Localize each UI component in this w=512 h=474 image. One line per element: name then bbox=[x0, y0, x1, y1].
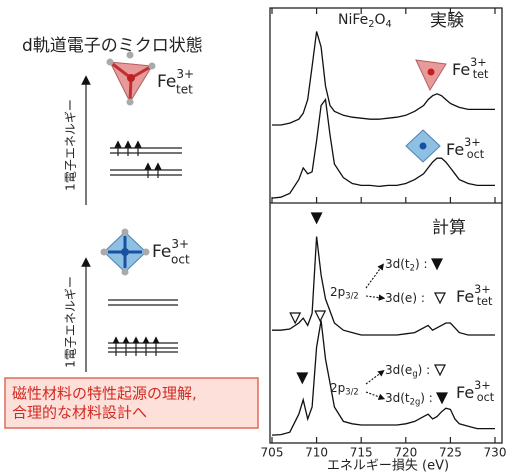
x-tick-label: 720 bbox=[394, 446, 417, 460]
transition-arrow bbox=[366, 392, 382, 398]
marker-filled bbox=[297, 373, 307, 383]
transition-label: 3d(t2) : bbox=[385, 257, 428, 273]
text-part: NiFe bbox=[338, 12, 368, 28]
text-part: 2g bbox=[410, 396, 421, 406]
text-part: tet bbox=[473, 68, 489, 81]
transition-label: 3d(eg) : bbox=[385, 363, 430, 379]
marker-open bbox=[315, 311, 325, 321]
text-part: ) : bbox=[415, 257, 428, 271]
series-label: Fe3+tet bbox=[456, 283, 493, 308]
transition-arrow bbox=[366, 296, 382, 298]
text-part: 2p bbox=[330, 285, 345, 299]
text-part: 3d(t bbox=[385, 391, 410, 405]
ion-sup: 3+ bbox=[171, 237, 189, 251]
text-part: 3/2 bbox=[345, 386, 358, 396]
energy-axis-label: 1電子エネルギー bbox=[64, 276, 78, 368]
oct-icon bbox=[101, 229, 150, 276]
panel-title: 実験 bbox=[430, 11, 464, 31]
x-tick-label: 730 bbox=[484, 446, 507, 460]
text-part: Fe bbox=[456, 383, 474, 402]
transition-label: 3d(t2g) : bbox=[385, 391, 433, 407]
marker-filled bbox=[312, 213, 322, 223]
text-part: 3d(e) : bbox=[385, 291, 425, 305]
ion-base: Fe bbox=[152, 242, 171, 262]
text-part: ) : bbox=[418, 363, 431, 377]
marker-filled bbox=[432, 259, 442, 269]
x-tick-label: 725 bbox=[439, 446, 462, 460]
text-part: oct bbox=[477, 391, 495, 404]
left-title: d軌道電子のミクロ状態 bbox=[22, 36, 203, 56]
text-part: 3/2 bbox=[345, 290, 358, 300]
panel-title: 計算 bbox=[432, 218, 466, 238]
text-part: O bbox=[375, 12, 386, 28]
marker-open bbox=[290, 313, 300, 323]
conclusion-line: 合理的な材料設計へ bbox=[12, 404, 147, 422]
series-label: Fe3+tet bbox=[452, 56, 489, 81]
levels-tet bbox=[110, 144, 182, 178]
transition-label: 3d(e) : bbox=[385, 291, 425, 305]
conclusion-line: 磁性材料の特性起源の理解, bbox=[12, 385, 197, 403]
text-part: 3d(t bbox=[385, 257, 410, 271]
x-axis-label: エネルギー損失 (eV) bbox=[327, 459, 449, 474]
text-part: oct bbox=[467, 148, 485, 161]
edge-label: 2p3/2 bbox=[330, 285, 359, 301]
figure: d軌道電子のミクロ状態 Fe3+ tet 1電子エネルギー Fe3+ oct 1… bbox=[0, 0, 512, 474]
x-tick-label: 705 bbox=[261, 446, 284, 460]
tet-icon bbox=[107, 52, 156, 106]
x-tick-label: 715 bbox=[350, 446, 373, 460]
energy-axis-label: 1電子エネルギー bbox=[64, 99, 78, 191]
tet-icon-center bbox=[428, 69, 435, 76]
text-part: Fe bbox=[446, 140, 464, 159]
ion-sup: 3+ bbox=[176, 67, 194, 81]
series-label: Fe3+oct bbox=[456, 379, 495, 404]
transition-arrow bbox=[366, 266, 382, 288]
ion-sub: oct bbox=[171, 253, 190, 267]
text-part: Fe bbox=[456, 287, 474, 306]
transition-arrow bbox=[366, 372, 382, 384]
compound: NiFe2O4 bbox=[338, 12, 392, 30]
levels-oct bbox=[108, 300, 178, 356]
marker-open bbox=[435, 365, 445, 375]
text-part: tet bbox=[477, 295, 493, 308]
series-label: Fe3+oct bbox=[446, 136, 485, 161]
text-part: Fe bbox=[452, 60, 470, 79]
marker-open bbox=[435, 293, 445, 303]
text-part: 3d(e bbox=[385, 363, 412, 377]
text-part: 4 bbox=[386, 19, 392, 30]
text-part: ) : bbox=[420, 391, 433, 405]
marker-filled bbox=[437, 393, 447, 403]
ion-base: Fe bbox=[157, 72, 176, 92]
x-tick-label: 710 bbox=[305, 446, 328, 460]
text-part: 2p bbox=[330, 381, 345, 395]
oct-icon-center bbox=[420, 143, 427, 150]
ion-sub: tet bbox=[176, 83, 193, 97]
edge-label: 2p3/2 bbox=[330, 381, 359, 397]
